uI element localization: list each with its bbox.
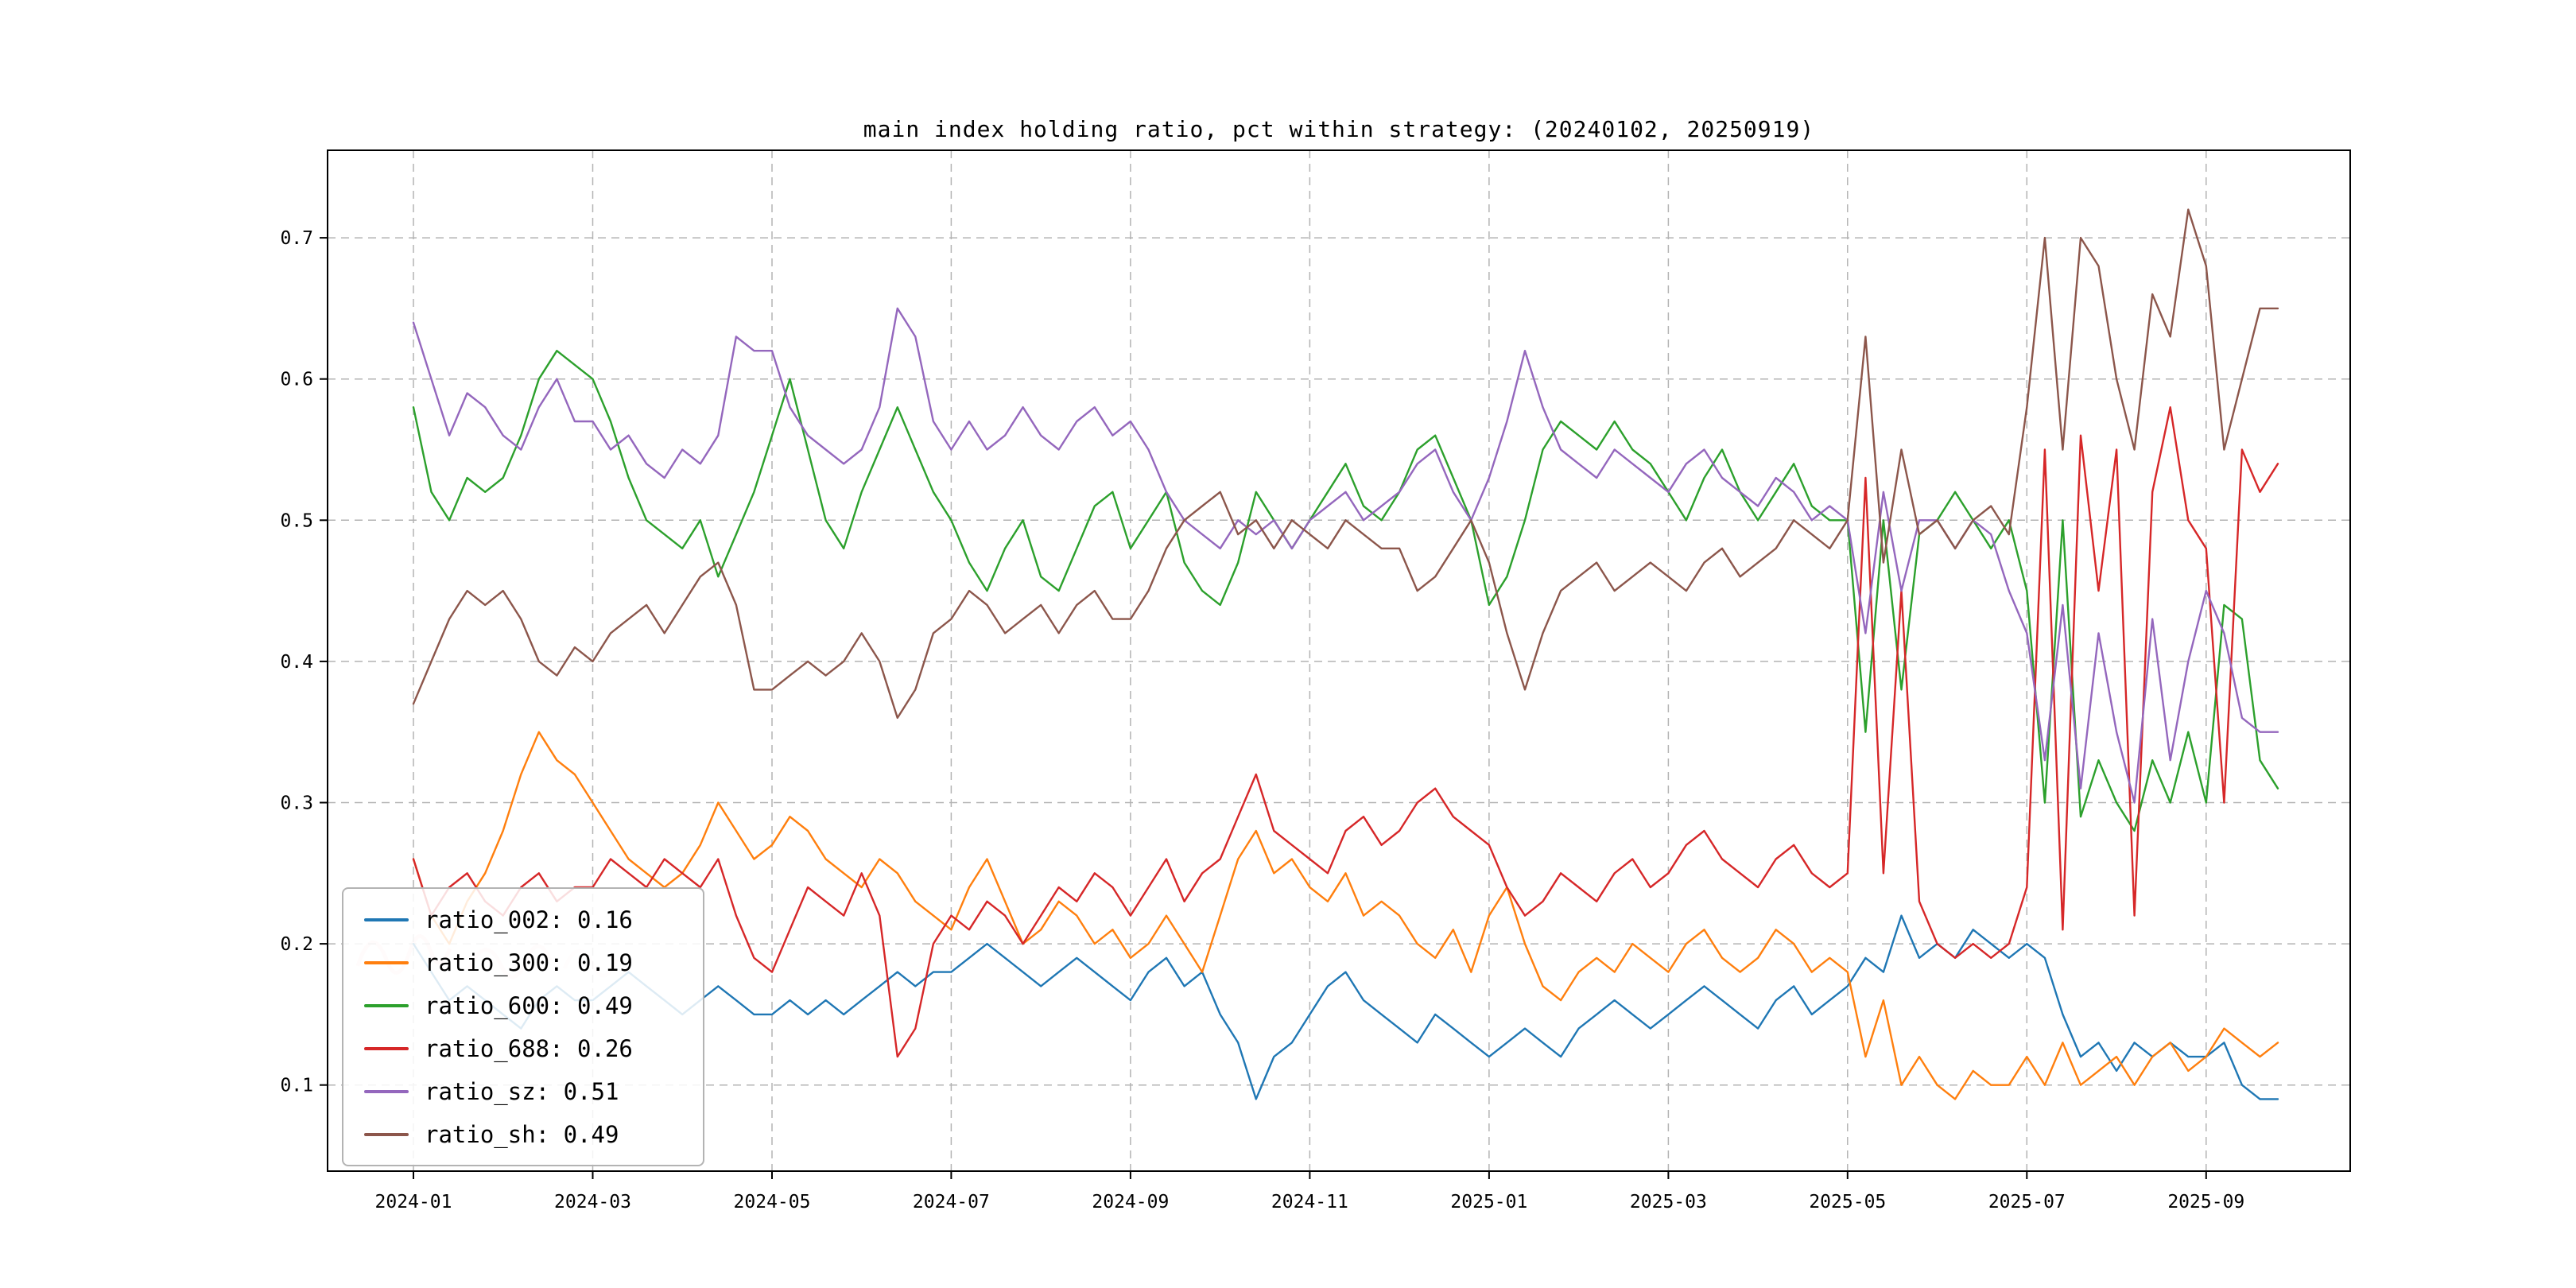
legend-item: ratio_sz: 0.51	[364, 1073, 682, 1109]
legend-item: ratio_300: 0.19	[364, 945, 682, 980]
chart-title: main index holding ratio, pct within str…	[863, 116, 1815, 142]
y-tick-label: 0.3	[280, 793, 313, 814]
legend-color-swatch	[364, 1046, 409, 1050]
legend-item-label: ratio_300: 0.19	[425, 949, 633, 976]
legend-color-swatch	[364, 960, 409, 964]
legend-color-swatch	[364, 1132, 409, 1136]
x-tick-label: 2025-03	[1630, 1192, 1707, 1212]
x-tick-label: 2024-03	[554, 1192, 631, 1212]
legend-item-label: ratio_688: 0.26	[425, 1034, 633, 1062]
legend-item: ratio_688: 0.26	[364, 1030, 682, 1066]
legend-item-label: ratio_sz: 0.51	[425, 1077, 619, 1105]
y-tick-label: 0.4	[280, 652, 313, 673]
legend-item-label: ratio_sh: 0.49	[425, 1120, 619, 1148]
y-tick-label: 0.6	[280, 370, 313, 390]
axis-labels: 2024-01 2024-03 2024-05 2024-07 2024-09 2024-…	[280, 228, 2244, 1212]
x-tick-label: 2024-09	[1092, 1192, 1169, 1212]
grid-lines	[328, 150, 2350, 1171]
legend-item: ratio_sh: 0.49	[364, 1116, 682, 1152]
series-line-ratio_600	[412, 350, 2279, 832]
legend-color-swatch	[364, 1089, 409, 1093]
legend-item: ratio_002: 0.16	[364, 902, 682, 937]
legend-color-swatch	[364, 918, 409, 921]
legend: ratio_002: 0.16 ratio_300: 0.19 ratio_60…	[342, 887, 704, 1166]
axis-ticks	[320, 237, 2207, 1179]
x-tick-label: 2024-11	[1271, 1192, 1348, 1212]
series-line-ratio_sz	[412, 307, 2279, 804]
legend-item-label: ratio_600: 0.49	[425, 991, 633, 1019]
legend-item-label: ratio_002: 0.16	[425, 906, 633, 933]
y-tick-label: 0.1	[280, 1076, 313, 1096]
series-line-ratio_688	[412, 406, 2279, 1058]
x-tick-label: 2025-01	[1450, 1192, 1527, 1212]
series-line-ratio_300	[412, 731, 2279, 1100]
legend-color-swatch	[364, 1003, 409, 1007]
x-tick-label: 2025-09	[2167, 1192, 2244, 1212]
x-tick-label: 2025-07	[1988, 1192, 2066, 1212]
y-tick-label: 0.5	[280, 510, 313, 531]
x-tick-label: 2024-07	[913, 1192, 990, 1212]
y-tick-label: 0.7	[280, 228, 313, 249]
x-tick-label: 2025-05	[1809, 1192, 1886, 1212]
x-tick-label: 2024-01	[375, 1192, 452, 1212]
x-tick-label: 2024-05	[734, 1192, 811, 1212]
y-tick-label: 0.2	[280, 934, 313, 955]
legend-item: ratio_600: 0.49	[364, 987, 682, 1023]
series-line-ratio_002	[412, 914, 2279, 1100]
series-line-ratio_sh	[412, 208, 2279, 720]
